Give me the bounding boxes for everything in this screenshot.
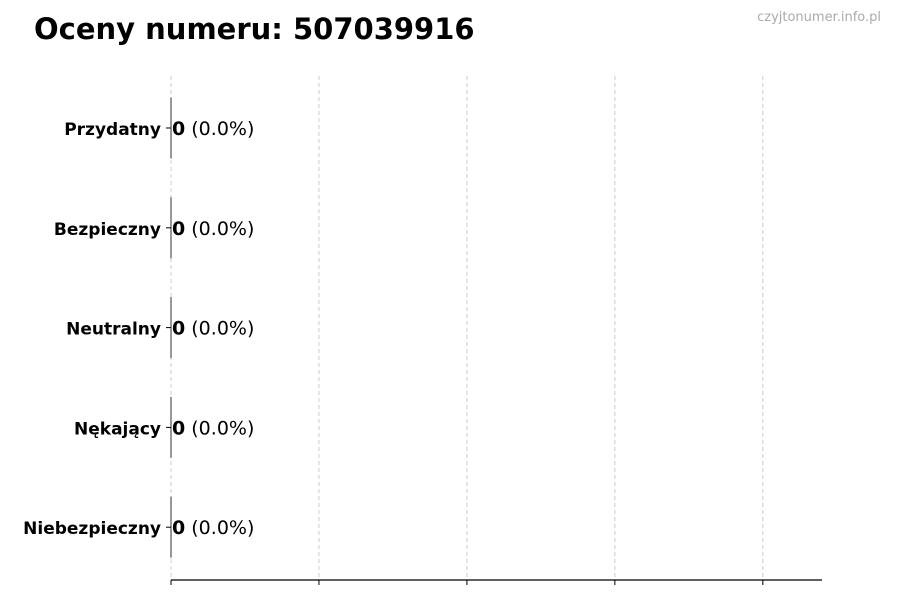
watermark: czyjtonumer.info.pl: [757, 10, 881, 25]
data-label-count: 0: [172, 517, 185, 539]
y-tick-label: Nękający: [74, 419, 161, 439]
data-label: 0 (0.0%): [172, 517, 254, 539]
y-tick-label: Przydatny: [64, 120, 161, 140]
data-label: 0 (0.0%): [172, 318, 254, 340]
data-label-count: 0: [172, 318, 185, 340]
data-label-percent: (0.0%): [185, 417, 254, 439]
data-label-percent: (0.0%): [185, 118, 254, 140]
y-tick-label: Niebezpieczny: [23, 519, 161, 539]
data-label-percent: (0.0%): [185, 318, 254, 340]
data-label-percent: (0.0%): [185, 517, 254, 539]
data-label: 0 (0.0%): [172, 118, 254, 140]
data-label-count: 0: [172, 118, 185, 140]
y-tick-label: Bezpieczny: [54, 220, 161, 240]
chart-title: Oceny numeru: 507039916: [34, 12, 475, 46]
data-label-percent: (0.0%): [185, 218, 254, 240]
y-tick-label: Neutralny: [66, 320, 161, 340]
data-label: 0 (0.0%): [172, 417, 254, 439]
data-label-count: 0: [172, 417, 185, 439]
data-label: 0 (0.0%): [172, 218, 254, 240]
data-label-count: 0: [172, 218, 185, 240]
